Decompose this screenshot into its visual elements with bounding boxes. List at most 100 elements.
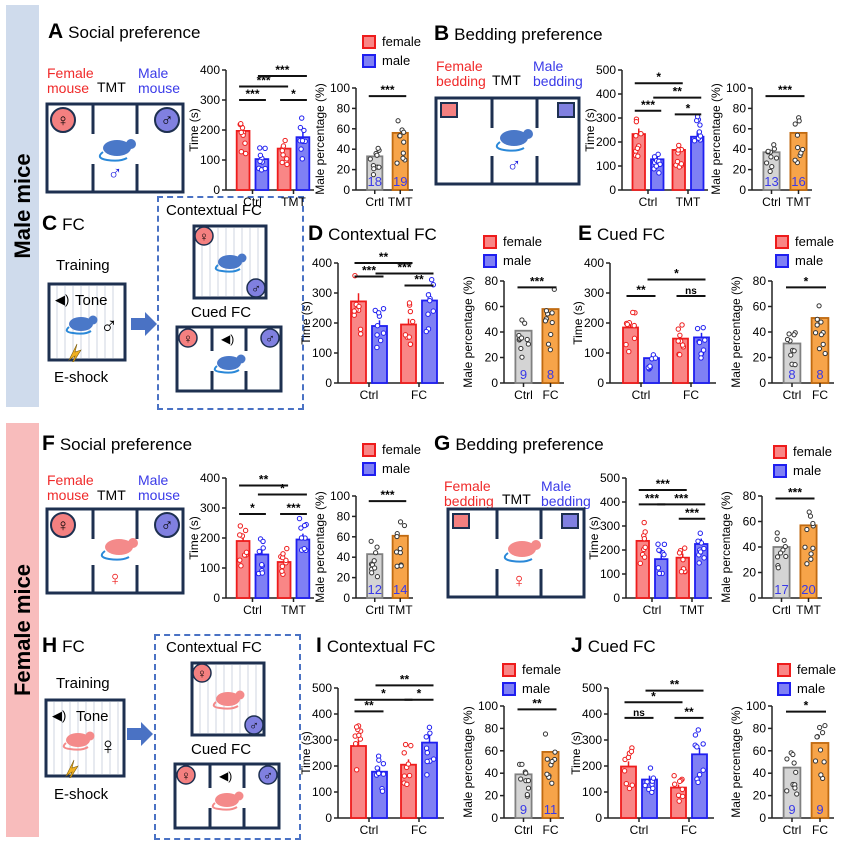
panel-h-cued-label: Cued FC — [191, 741, 252, 758]
data-point — [678, 569, 685, 575]
data-point — [405, 761, 412, 767]
y-axis-label: Male percentage (%) — [729, 706, 743, 817]
data-point — [650, 775, 657, 781]
female-bedding-icon — [452, 513, 470, 529]
legend-item-male: male — [483, 251, 542, 270]
data-point — [401, 139, 407, 145]
significance-label: ** — [414, 273, 424, 287]
female-mice-band: Female mice — [6, 423, 39, 837]
data-point — [284, 545, 290, 552]
y-tick-label: 20 — [485, 789, 499, 803]
data-point — [655, 565, 662, 571]
data-point — [374, 322, 381, 329]
data-point — [408, 742, 414, 749]
panel-g-arena: ♀ — [446, 507, 586, 599]
data-point — [821, 759, 827, 765]
male-mice-band: Male mice — [6, 5, 39, 407]
panel-h-eshock-label: E-shock — [54, 786, 109, 803]
data-point — [700, 347, 707, 353]
data-point — [661, 551, 667, 558]
x-tick-label: FC — [812, 823, 828, 837]
data-point — [700, 324, 706, 331]
data-point — [257, 152, 264, 159]
sample-size-label: 18 — [368, 174, 382, 189]
y-axis-label: Male percentage (%) — [461, 706, 475, 817]
data-point — [791, 348, 797, 354]
data-point — [351, 308, 357, 314]
y-tick-label: 300 — [312, 286, 332, 300]
panel-h-training-box: ◀) Tone ♀ — [44, 698, 126, 778]
significance-label: ** — [673, 85, 683, 99]
panel-g-male-label: Male bedding — [541, 478, 591, 509]
male-bedding-icon — [561, 513, 579, 529]
legend-a: female male — [362, 32, 421, 70]
y-tick-label: 20 — [337, 571, 351, 585]
data-point — [817, 747, 824, 753]
y-tick-label: 100 — [312, 785, 332, 799]
data-point — [373, 550, 379, 556]
data-point — [428, 276, 435, 283]
data-point — [524, 791, 530, 798]
female-mouse-icon — [178, 328, 198, 348]
data-point — [374, 344, 380, 351]
data-point — [377, 337, 384, 344]
panel-b-female-label: Female bedding — [436, 58, 486, 89]
male-symbol-icon: ♂ — [161, 111, 174, 130]
y-tick-label: 100 — [596, 159, 616, 173]
data-point — [552, 749, 558, 755]
data-point — [548, 331, 554, 338]
data-point — [518, 335, 525, 341]
data-point — [400, 155, 406, 161]
significance-label: * — [804, 274, 809, 288]
panel-h-test-box — [154, 634, 301, 840]
data-point — [820, 341, 826, 347]
data-point — [279, 159, 285, 166]
data-point — [374, 332, 380, 338]
panel-c-training-label: Training — [56, 257, 110, 274]
male-swatch — [775, 253, 789, 268]
y-tick-label: 0 — [759, 376, 766, 390]
significance-label: ** — [532, 696, 542, 710]
y-tick-label: 400 — [600, 495, 620, 509]
significance-label: * — [381, 687, 386, 701]
data-point — [543, 308, 550, 314]
male-swatch — [502, 681, 516, 696]
y-tick-label: 0 — [739, 183, 746, 197]
data-point — [259, 562, 265, 568]
y-tick-label: 0 — [597, 376, 604, 390]
panel-f-title: F Social preference — [42, 432, 193, 455]
data-point — [691, 138, 698, 144]
data-point — [812, 330, 819, 336]
data-point — [401, 129, 407, 135]
significance-label: *** — [275, 63, 289, 77]
data-point — [357, 326, 364, 332]
data-point — [802, 544, 808, 550]
data-point — [262, 145, 268, 152]
data-point — [782, 543, 788, 550]
data-point — [679, 793, 686, 800]
data-point — [356, 732, 362, 738]
y-tick-label: 200 — [600, 543, 620, 557]
female-mouse-icon — [176, 765, 196, 785]
data-point — [679, 322, 685, 328]
mouse-icon — [214, 253, 247, 273]
significance-label: ns — [685, 286, 697, 297]
data-point — [679, 786, 686, 793]
data-point — [242, 527, 249, 534]
data-point — [647, 363, 653, 369]
y-tick-label: 400 — [584, 256, 604, 270]
male-symbol-icon: ♂ — [249, 718, 259, 733]
sample-size-label: 19 — [393, 174, 407, 189]
y-tick-label: 60 — [485, 300, 499, 314]
legend-i: female male — [502, 660, 561, 698]
data-point — [427, 730, 433, 736]
data-point — [771, 146, 777, 152]
legend-f: female male — [362, 440, 421, 478]
data-point — [822, 722, 828, 729]
y-tick-label: 400 — [312, 256, 332, 270]
data-point — [816, 346, 823, 352]
data-point — [818, 772, 824, 778]
data-point — [697, 549, 704, 555]
data-point — [642, 529, 648, 535]
